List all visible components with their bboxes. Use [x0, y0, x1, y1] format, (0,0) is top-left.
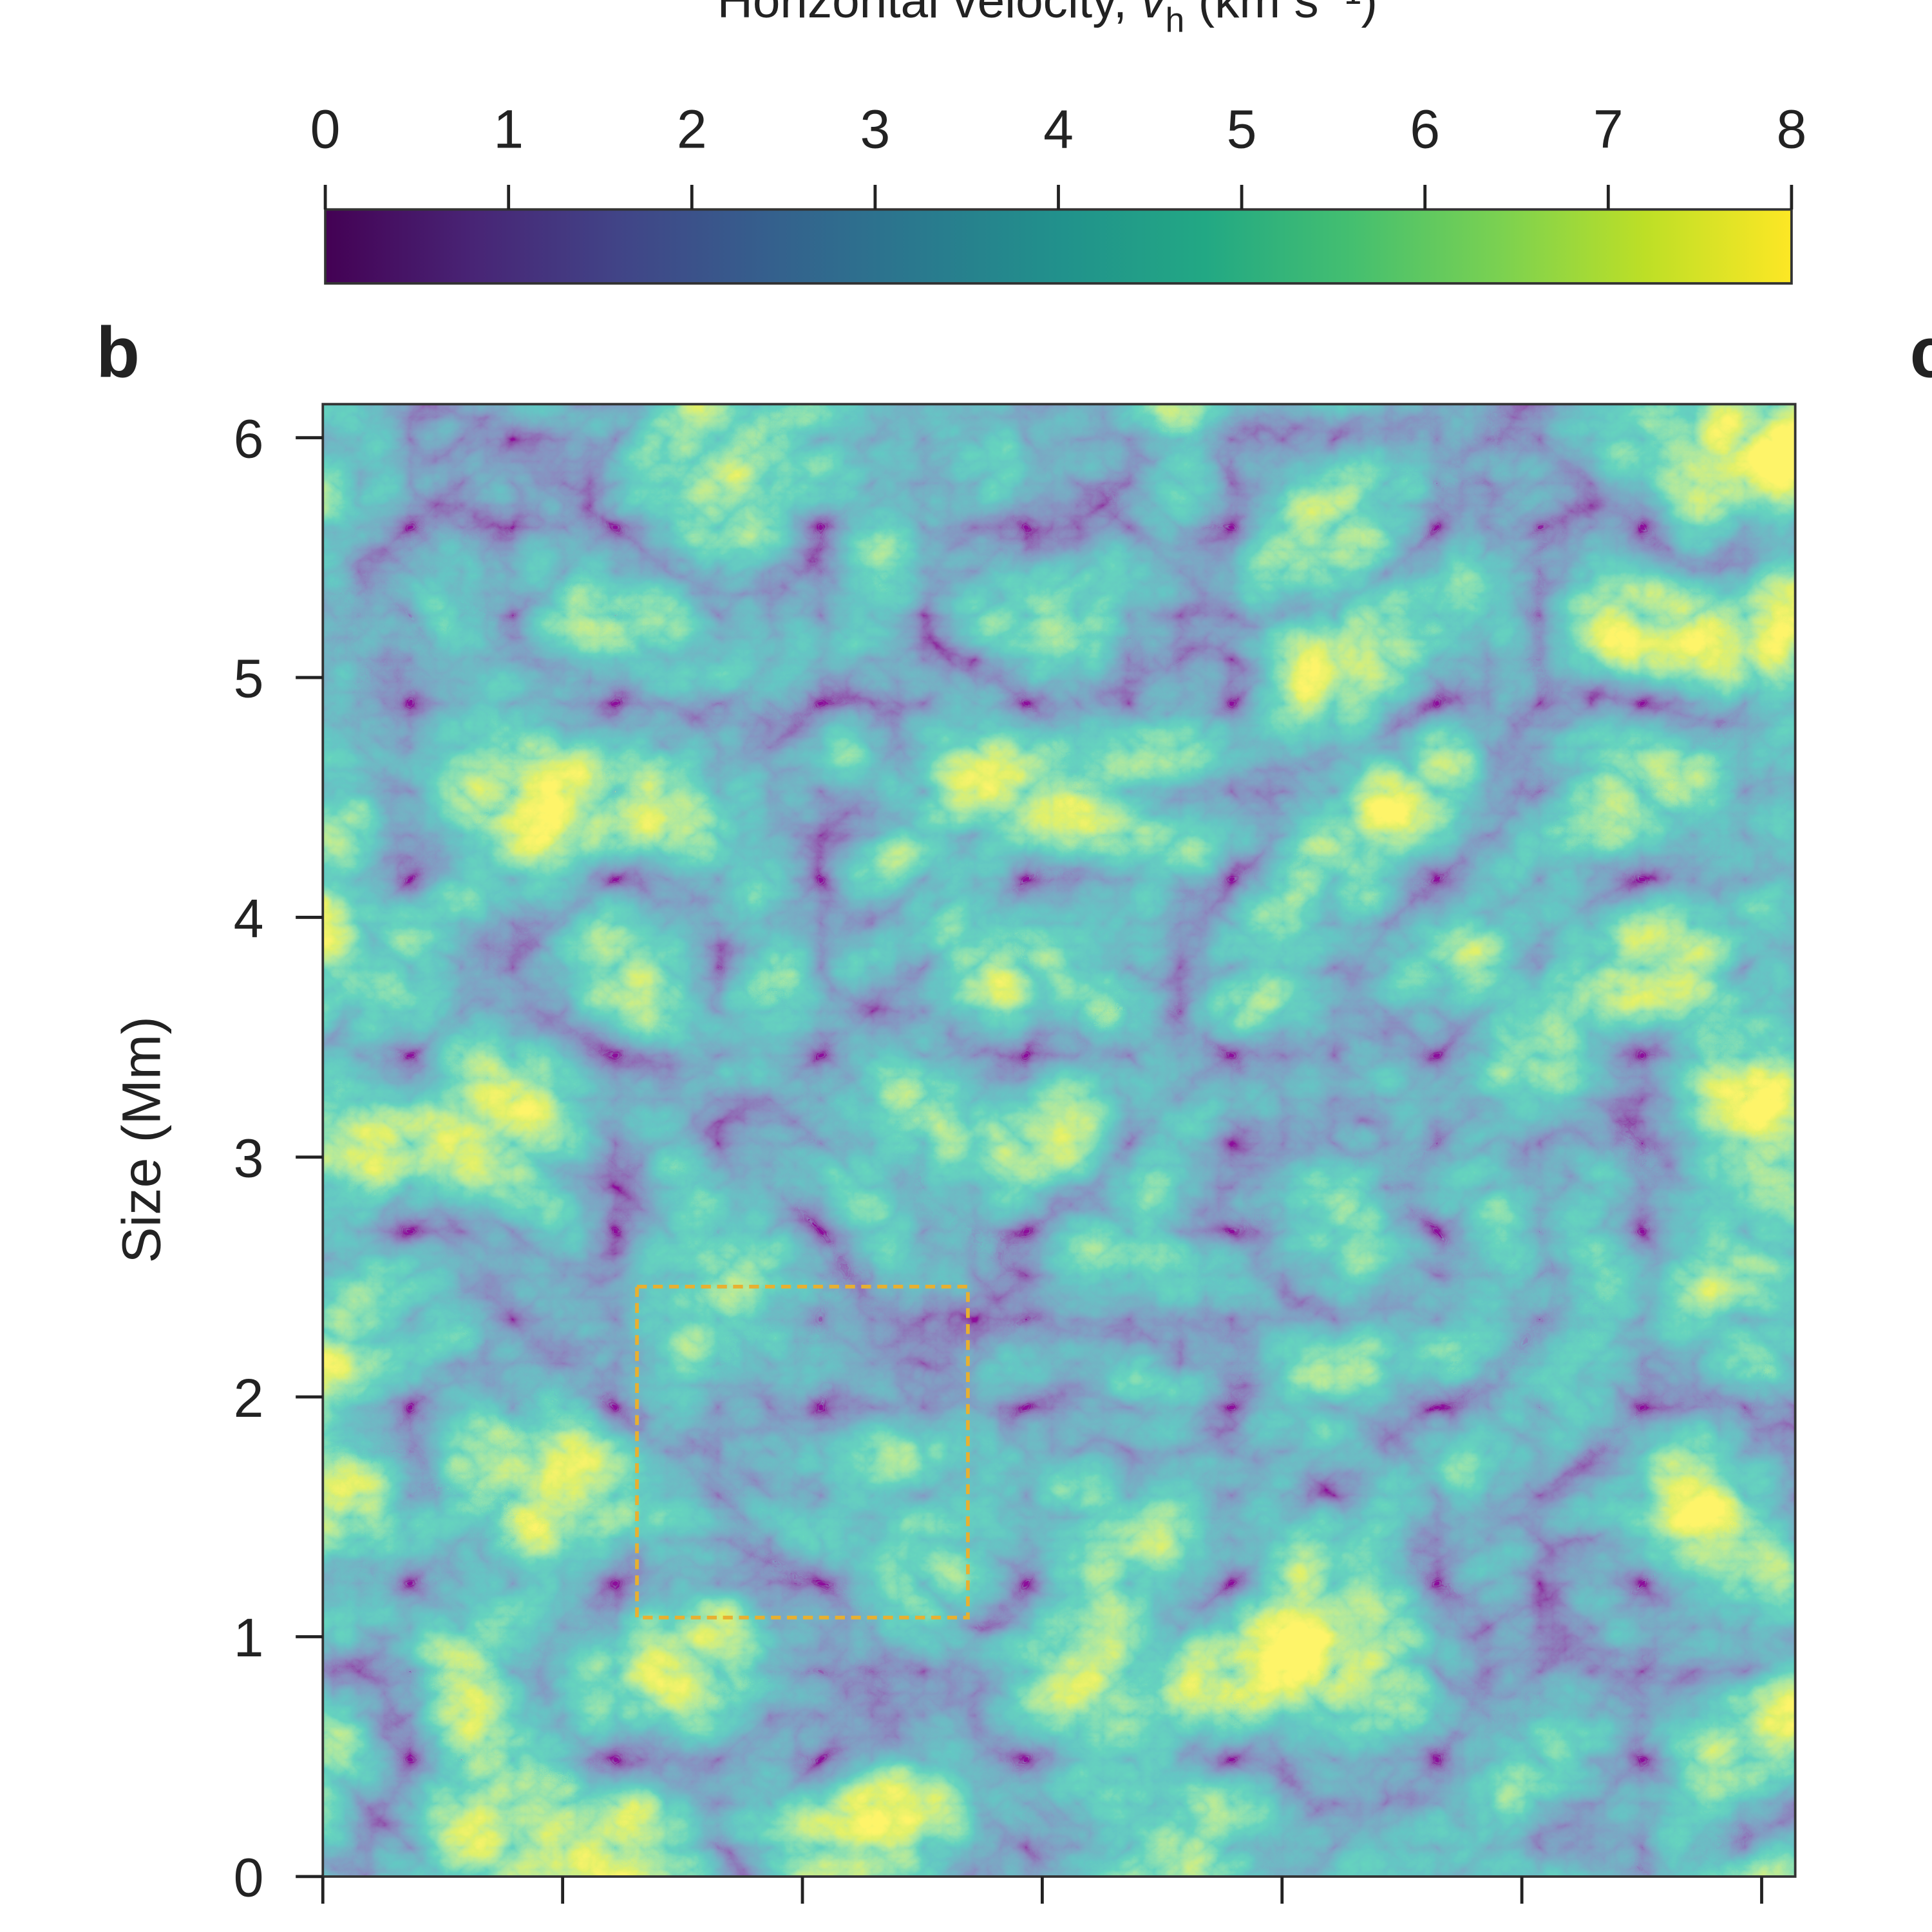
colorbar	[324, 208, 1793, 285]
colorbar-tick-label: 8	[1776, 99, 1806, 160]
y-tick-label: 4	[234, 888, 264, 949]
colorbar-tick-label: 2	[677, 99, 707, 160]
colorbar-label-subscript: h	[1166, 2, 1185, 40]
colorbar-label-unit: (km s⁻¹)	[1198, 0, 1378, 28]
colorbar-tick-label: 3	[860, 99, 890, 160]
y-tick-label: 6	[234, 408, 264, 469]
highlight-box	[635, 1285, 970, 1620]
y-tick-label: 5	[234, 649, 264, 709]
y-tick-label: 1	[234, 1607, 264, 1668]
y-axis-label: Size (Mm)	[111, 1016, 172, 1263]
colorbar-label: Horizontal velocity, vh (km s⁻¹)	[717, 0, 1378, 43]
colorbar-label-symbol: v	[1141, 0, 1168, 28]
y-tick-label: 0	[234, 1848, 264, 1908]
plot-frame	[321, 402, 1797, 1878]
panel-label: b	[96, 312, 140, 392]
y-tick-label: 2	[234, 1368, 264, 1428]
colorbar-tick-label: 4	[1043, 99, 1074, 160]
colorbar-tick-label: 1	[493, 99, 524, 160]
panel-label: c	[1910, 312, 1932, 392]
colorbar-tick-label: 0	[310, 99, 341, 160]
colorbar-label-text: Horizontal velocity,	[717, 0, 1127, 28]
colorbar-tick-label: 6	[1410, 99, 1440, 160]
colorbar-tick-label: 5	[1227, 99, 1257, 160]
velocity-field	[323, 404, 1795, 1877]
y-tick-label: 3	[234, 1128, 264, 1188]
colorbar-tick-label: 7	[1593, 99, 1624, 160]
plot-area	[323, 404, 1795, 1877]
